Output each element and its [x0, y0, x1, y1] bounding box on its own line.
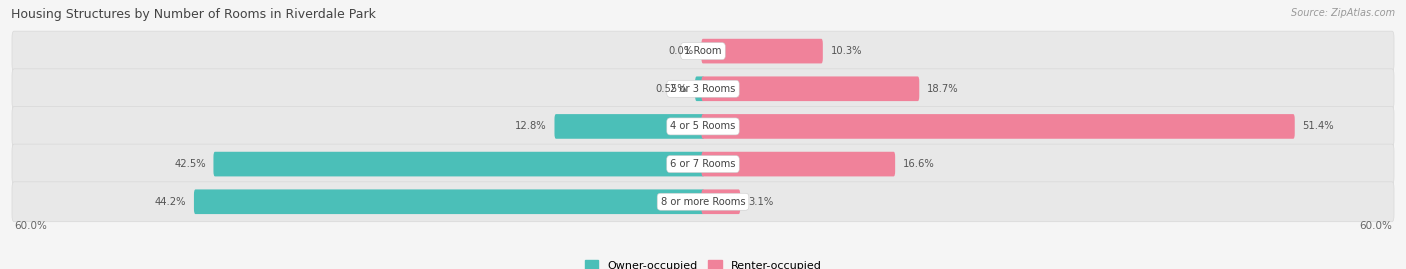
Text: 8 or more Rooms: 8 or more Rooms [661, 197, 745, 207]
Text: 1 Room: 1 Room [685, 46, 721, 56]
FancyBboxPatch shape [695, 76, 704, 101]
FancyBboxPatch shape [702, 114, 1295, 139]
Text: 2 or 3 Rooms: 2 or 3 Rooms [671, 84, 735, 94]
Text: Source: ZipAtlas.com: Source: ZipAtlas.com [1291, 8, 1395, 18]
FancyBboxPatch shape [13, 69, 1393, 109]
FancyBboxPatch shape [13, 107, 1393, 146]
Text: 42.5%: 42.5% [174, 159, 205, 169]
FancyBboxPatch shape [702, 39, 823, 63]
FancyBboxPatch shape [13, 182, 1393, 222]
FancyBboxPatch shape [702, 152, 896, 176]
Text: 60.0%: 60.0% [1360, 221, 1392, 231]
Text: 6 or 7 Rooms: 6 or 7 Rooms [671, 159, 735, 169]
FancyBboxPatch shape [13, 31, 1393, 71]
FancyBboxPatch shape [702, 189, 740, 214]
Text: 4 or 5 Rooms: 4 or 5 Rooms [671, 121, 735, 132]
FancyBboxPatch shape [214, 152, 704, 176]
Text: 0.0%: 0.0% [669, 46, 693, 56]
FancyBboxPatch shape [702, 76, 920, 101]
Text: 51.4%: 51.4% [1302, 121, 1334, 132]
Text: 12.8%: 12.8% [515, 121, 547, 132]
Text: 10.3%: 10.3% [831, 46, 862, 56]
FancyBboxPatch shape [554, 114, 704, 139]
Text: 16.6%: 16.6% [903, 159, 935, 169]
Text: 44.2%: 44.2% [155, 197, 186, 207]
Text: Housing Structures by Number of Rooms in Riverdale Park: Housing Structures by Number of Rooms in… [11, 8, 377, 21]
Legend: Owner-occupied, Renter-occupied: Owner-occupied, Renter-occupied [581, 256, 825, 269]
FancyBboxPatch shape [13, 144, 1393, 184]
Text: 18.7%: 18.7% [927, 84, 959, 94]
Text: 60.0%: 60.0% [14, 221, 46, 231]
Text: 0.55%: 0.55% [655, 84, 688, 94]
FancyBboxPatch shape [194, 189, 704, 214]
Text: 3.1%: 3.1% [748, 197, 773, 207]
